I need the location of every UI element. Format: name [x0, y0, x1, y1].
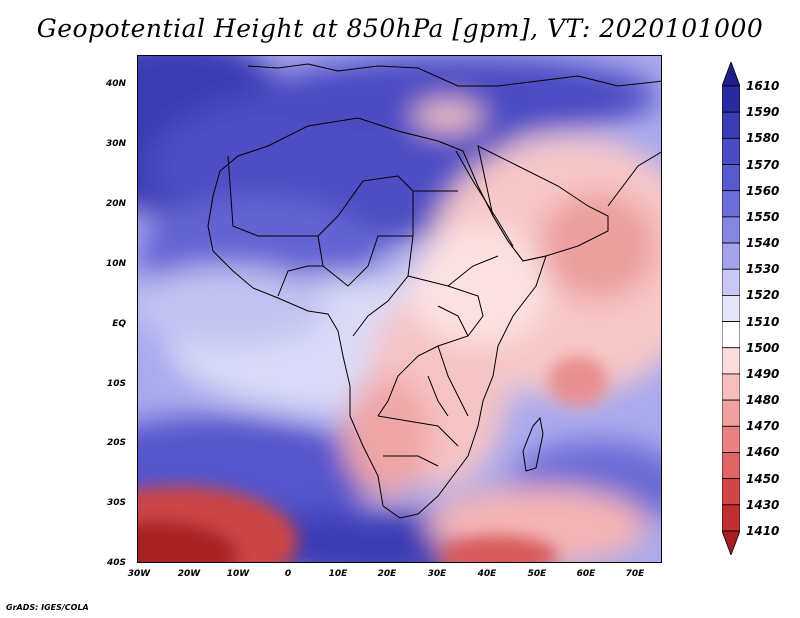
colorbar-swatch	[722, 85, 740, 113]
x-tick-label: 0	[284, 569, 292, 579]
colorbar-level-label: 1550	[746, 209, 780, 224]
colorbar-swatch	[722, 425, 740, 453]
colorbar-swatch	[722, 373, 740, 401]
y-tick-label: EQ	[112, 319, 126, 329]
y-tick-label: 40S	[106, 558, 126, 568]
colorbar-level-label: 1610	[746, 79, 780, 93]
colorbar-swatch	[722, 268, 740, 296]
coastline-outline	[207, 63, 661, 519]
colorbar-level-label: 1460	[746, 445, 780, 460]
colorbar-level-label: 1540	[746, 236, 780, 251]
colorbar-swatch	[722, 347, 740, 375]
geopotential-field-map	[138, 56, 661, 562]
x-tick-label: 10E	[328, 569, 348, 579]
x-tick-label: 30E	[427, 569, 447, 579]
colorbar-swatch	[722, 295, 740, 322]
colorbar-swatch	[722, 137, 740, 165]
colorbar-level-label: 1470	[746, 419, 780, 434]
map-panel	[137, 55, 662, 563]
colorbar-swatch	[722, 242, 740, 270]
colorbar-swatch	[722, 111, 740, 139]
y-tick-label: 10N	[105, 259, 126, 269]
colorbar-swatch	[722, 504, 740, 532]
colorbar-level-label: 1570	[746, 157, 780, 172]
x-tick-label: 70E	[625, 569, 645, 579]
x-tick-label: 50E	[527, 569, 547, 579]
y-tick-label: 20S	[106, 438, 126, 448]
y-tick-label: 20N	[105, 199, 126, 209]
colorbar-level-label: 1410	[746, 524, 780, 538]
colorbar-level-label: 1500	[746, 340, 780, 355]
y-tick-label: 30S	[106, 498, 126, 508]
colorbar-level-label: 1430	[746, 497, 780, 512]
colorbar-swatch	[722, 321, 740, 349]
colorbar-level-label: 1580	[746, 131, 780, 146]
x-tick-label: 20W	[177, 569, 201, 579]
x-tick-label: 40E	[477, 569, 497, 579]
colorbar-swatch	[722, 190, 740, 218]
colorbar-swatch	[722, 478, 740, 506]
x-tick-label: 30W	[127, 569, 151, 579]
colorbar-level-label: 1520	[746, 288, 780, 303]
y-tick-label: 30N	[105, 139, 126, 149]
colorbar-swatch	[722, 399, 740, 427]
colorbar-level-label: 1530	[746, 262, 780, 277]
x-tick-label: 60E	[576, 569, 596, 579]
colorbar-level-label: 1480	[746, 393, 780, 408]
colorbar-extend-bottom	[722, 530, 740, 555]
colorbar-level-label: 1590	[746, 105, 780, 120]
x-tick-label: 10W	[226, 569, 250, 579]
colorbar-level-label: 1510	[746, 314, 780, 329]
colorbar-extend-top	[722, 62, 740, 87]
footer-credit: GrADS: IGES/COLA	[6, 603, 89, 612]
chart-title: Geopotential Height at 850hPa [gpm], VT:…	[36, 14, 764, 43]
colorbar-level-label: 1490	[746, 366, 780, 381]
y-tick-label: 40N	[105, 79, 126, 89]
colorbar	[722, 62, 740, 555]
colorbar-level-label: 1450	[746, 471, 780, 486]
colorbar-swatch	[722, 452, 740, 480]
colorbar-level-label: 1560	[746, 183, 780, 198]
y-tick-label: 10S	[106, 379, 126, 389]
x-tick-label: 20E	[377, 569, 397, 579]
colorbar-swatch	[722, 216, 740, 244]
colorbar-swatch	[722, 164, 740, 192]
